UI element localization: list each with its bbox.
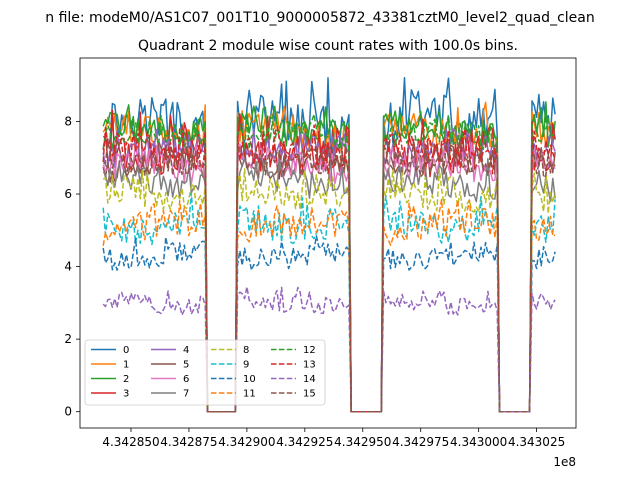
series-line-8 — [102, 168, 556, 413]
series-line-0 — [102, 76, 556, 413]
legend-label-12: 12 — [303, 345, 316, 356]
legend-label-8: 8 — [243, 345, 249, 356]
series-line-12 — [102, 113, 556, 413]
y-tick-label: 6 — [64, 187, 72, 201]
y-axis: 0 2 4 6 8 — [64, 114, 80, 419]
legend-label-2: 2 — [123, 374, 129, 385]
legend-label-6: 6 — [183, 374, 189, 385]
legend-label-14: 14 — [303, 374, 316, 385]
legend-label-11: 11 — [243, 389, 256, 400]
series-line-7 — [102, 155, 556, 413]
series-line-14 — [102, 286, 556, 413]
series-line-15 — [103, 138, 556, 413]
plot-frame — [79, 57, 577, 429]
x-tick-label: 4.342925 — [276, 435, 333, 449]
x-tick-label: 4.343025 — [508, 435, 565, 449]
legend-label-9: 9 — [243, 360, 249, 371]
legend-label-13: 13 — [303, 360, 316, 371]
legend-label-10: 10 — [243, 374, 256, 385]
x-offset-label: 1e8 — [553, 455, 576, 469]
x-tick-label: 4.342975 — [392, 435, 449, 449]
legend-label-5: 5 — [183, 360, 189, 371]
legend-label-4: 4 — [183, 345, 189, 356]
legend-box — [84, 339, 326, 406]
x-tick-label: 4.342950 — [334, 435, 391, 449]
series-line-11 — [102, 198, 556, 413]
x-axis: 4.342850 4.342875 4.342900 4.342925 4.342950… — [102, 428, 565, 449]
legend-label-3: 3 — [123, 389, 129, 400]
y-tick-label: 8 — [64, 114, 72, 128]
y-tick-label: 4 — [64, 260, 72, 274]
legend-label-15: 15 — [303, 389, 316, 400]
chart-title: Quadrant 2 module wise count rates with … — [138, 38, 518, 54]
series-layer — [102, 76, 556, 413]
y-tick-label: 2 — [64, 332, 72, 346]
legend-label-0: 0 — [123, 345, 129, 356]
x-tick-label: 4.342850 — [102, 435, 159, 449]
series-line-10 — [102, 235, 556, 413]
legend-label-7: 7 — [183, 389, 189, 400]
figure-suptitle: n file: modeM0/AS1C07_001T10_9000005872_… — [45, 10, 594, 26]
legend-label-1: 1 — [123, 360, 129, 371]
y-tick-label: 0 — [64, 405, 72, 419]
x-tick-label: 4.342875 — [160, 435, 217, 449]
x-tick-label: 4.343000 — [450, 435, 507, 449]
x-tick-label: 4.342900 — [218, 435, 275, 449]
